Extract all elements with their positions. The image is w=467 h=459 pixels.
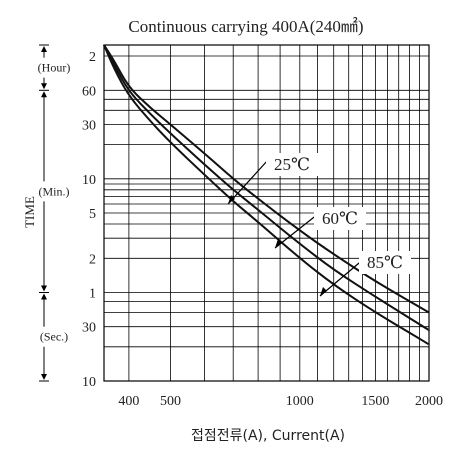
y-axis-label: TIME: [22, 196, 37, 228]
annotation-bg: [359, 251, 411, 274]
series-line-1: [103, 44, 430, 314]
series-annotation-label: 25℃: [274, 155, 310, 174]
annotation-bg: [266, 153, 318, 176]
arrow-down-icon: [41, 374, 47, 380]
y-tick-label: 5: [89, 207, 96, 222]
x-tick-label: 500: [160, 394, 181, 409]
annotation-arrow-icon: [275, 239, 282, 248]
arrow-up-icon: [41, 91, 47, 98]
annotation-arrow-icon: [320, 287, 327, 296]
annotation-arrow-icon: [228, 195, 235, 204]
series-annotation-label: 60℃: [322, 209, 358, 228]
x-axis-label: 접점전류(A), Current(A): [191, 428, 345, 444]
arrow-down-icon: [41, 285, 47, 292]
y-tick-label: 2: [89, 50, 96, 65]
unit-band-label: (Hour): [38, 61, 71, 75]
x-tick-label: 400: [118, 394, 139, 409]
y-tick-label: 2: [89, 252, 96, 267]
arrow-up-icon: [41, 293, 47, 300]
grid-layer: [104, 45, 429, 381]
series-line-2: [103, 44, 430, 332]
annotation-leader: [274, 213, 319, 249]
y-tick-label: 1: [89, 287, 96, 302]
annotation-bg: [314, 207, 366, 230]
arrow-up-icon: [41, 46, 47, 52]
chart-title: Continuous carrying 400A(240㎟): [128, 17, 363, 36]
unit-band-label: (Min.): [39, 184, 70, 198]
axis-layer: 400 500 1000 1500 2000 2 60 30 10 5 2 1 30 10 (Hour) (M…: [38, 44, 443, 409]
annotation-layer: 25℃ 60℃ 85℃: [227, 153, 411, 297]
annotation-leader: [227, 159, 269, 205]
y-tick-label: 30: [82, 321, 96, 336]
unit-band-label: (Sec.): [40, 330, 68, 344]
y-tick-label: 10: [82, 173, 96, 188]
x-tick-label: 1000: [286, 394, 314, 409]
plot-frame: [103, 44, 430, 382]
series-line-3: [103, 44, 430, 346]
annotation-leader: [319, 257, 366, 297]
series-layer: [103, 44, 430, 346]
y-tick-label: 30: [82, 119, 96, 134]
x-tick-label: 2000: [415, 394, 443, 409]
arrow-down-icon: [41, 83, 47, 90]
series-annotation-label: 85℃: [367, 253, 403, 272]
x-tick-label: 1500: [361, 394, 389, 409]
y-tick-label: 10: [82, 375, 96, 390]
y-tick-label: 60: [82, 84, 96, 99]
